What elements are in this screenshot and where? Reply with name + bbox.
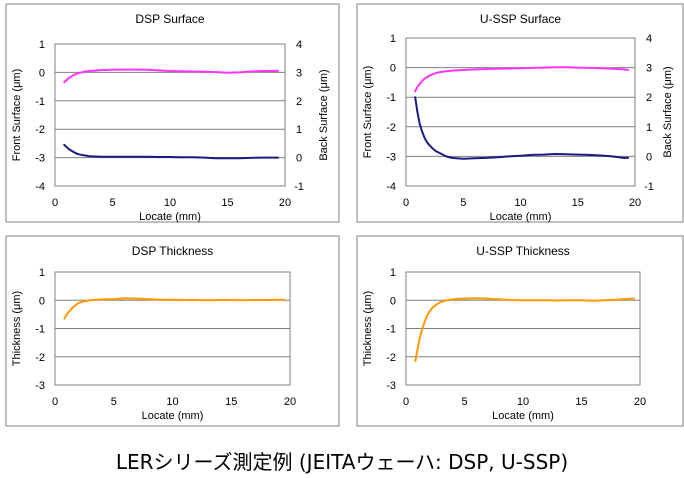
x-tick-label: 20 [629, 197, 641, 209]
y2-tick-label: 0 [646, 151, 652, 163]
x-tick-label: 15 [575, 396, 587, 408]
y-tick-label: 0 [39, 295, 45, 307]
y-tick-label: -2 [386, 352, 396, 364]
x-tick-label: 0 [52, 396, 58, 408]
y-tick-label: 1 [39, 39, 45, 51]
plot-area [54, 271, 291, 386]
x-axis-label: Locate (mm) [492, 410, 554, 422]
y-tick-label: -3 [386, 380, 396, 392]
y-axis-label: Front Surface (μm) [362, 66, 374, 159]
y2-axis-label: Back Surface (μm) [662, 66, 674, 157]
chart-frame [5, 3, 340, 223]
x-tick-label: 10 [517, 396, 529, 408]
y-tick-label: -1 [35, 96, 45, 108]
plot-area [405, 37, 636, 187]
y-tick-label: -1 [35, 324, 45, 336]
x-tick-label: 5 [109, 197, 115, 209]
y-tick-label: -2 [35, 124, 45, 136]
y-axis-label: Thickness (μm) [362, 291, 374, 366]
x-tick-label: 0 [52, 197, 58, 209]
x-tick-label: 15 [225, 396, 237, 408]
series-line-front [63, 297, 286, 320]
series-line-front [414, 297, 636, 362]
y2-tick-label: -1 [294, 181, 304, 193]
chart-title: U-SSP Surface [480, 12, 561, 26]
x-axis-label: Locate (mm) [490, 211, 552, 223]
y-tick-label: -4 [386, 181, 396, 193]
y-tick-label: -1 [386, 92, 396, 104]
y2-tick-label: 2 [646, 92, 652, 104]
chart-frame [356, 235, 684, 427]
plot-area [405, 271, 641, 386]
x-tick-label: 0 [403, 396, 409, 408]
y-tick-label: -2 [386, 122, 396, 134]
series-line-back [414, 96, 630, 160]
series-line-front [63, 68, 280, 84]
y2-tick-label: 4 [646, 33, 652, 45]
x-axis-label: Locate (mm) [139, 211, 201, 223]
y-tick-label: 0 [390, 63, 396, 75]
y2-tick-label: -1 [644, 181, 654, 193]
x-axis-label: Locate (mm) [142, 410, 204, 422]
x-tick-label: 10 [166, 396, 178, 408]
x-tick-label: 15 [572, 197, 584, 209]
series-line-back [63, 143, 280, 160]
y-tick-label: -3 [35, 153, 45, 165]
x-tick-label: 5 [461, 396, 467, 408]
y-tick-label: 1 [390, 33, 396, 45]
y-tick-label: -3 [386, 151, 396, 163]
x-tick-label: 20 [279, 197, 291, 209]
y2-tick-label: 3 [646, 63, 652, 75]
x-tick-label: 5 [460, 197, 466, 209]
y-tick-label: -3 [35, 380, 45, 392]
series-line-front [414, 66, 630, 93]
y-tick-label: -4 [35, 181, 45, 193]
y-axis-label: Front Surface (μm) [11, 69, 23, 162]
x-tick-label: 15 [221, 197, 233, 209]
x-tick-label: 20 [634, 396, 646, 408]
x-tick-label: 20 [284, 396, 296, 408]
chart-title: U-SSP Thickness [476, 244, 570, 258]
x-tick-label: 5 [111, 396, 117, 408]
x-tick-label: 10 [164, 197, 176, 209]
chart-frame [5, 235, 340, 427]
y2-tick-label: 3 [296, 67, 302, 79]
y2-tick-label: 2 [296, 96, 302, 108]
y2-tick-label: 1 [296, 124, 302, 136]
y2-tick-label: 0 [296, 153, 302, 165]
chart-title: DSP Thickness [132, 244, 214, 258]
y2-tick-label: 4 [296, 39, 302, 51]
y-tick-label: 1 [390, 267, 396, 279]
y2-tick-label: 1 [646, 122, 652, 134]
figure-caption: LERシリーズ測定例 (JEITAウェーハ: DSP, U-SSP) [115, 450, 569, 474]
y-tick-label: 0 [390, 295, 396, 307]
x-tick-label: 10 [514, 197, 526, 209]
y2-axis-label: Back Surface (μm) [318, 69, 330, 160]
x-tick-label: 0 [403, 197, 409, 209]
y-axis-label: Thickness (μm) [11, 291, 23, 366]
y-tick-label: -1 [386, 324, 396, 336]
y-tick-label: 0 [39, 67, 45, 79]
y-tick-label: 1 [39, 267, 45, 279]
y-tick-label: -2 [35, 352, 45, 364]
chart-title: DSP Surface [135, 12, 204, 26]
plot-area [54, 43, 286, 187]
